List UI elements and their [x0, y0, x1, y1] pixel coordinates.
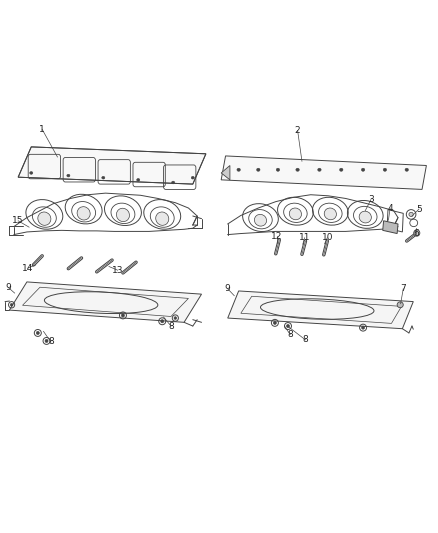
Ellipse shape: [36, 332, 39, 335]
Ellipse shape: [30, 172, 33, 174]
Ellipse shape: [67, 174, 70, 177]
Ellipse shape: [257, 168, 260, 171]
Ellipse shape: [359, 211, 371, 223]
Text: 6: 6: [413, 229, 419, 238]
Ellipse shape: [383, 168, 387, 171]
Ellipse shape: [38, 212, 51, 225]
Ellipse shape: [276, 168, 280, 171]
Ellipse shape: [324, 208, 336, 220]
Ellipse shape: [339, 168, 343, 171]
Text: 14: 14: [22, 264, 33, 272]
Ellipse shape: [174, 317, 177, 319]
Ellipse shape: [161, 320, 164, 323]
Ellipse shape: [117, 208, 130, 222]
Ellipse shape: [318, 168, 321, 171]
Polygon shape: [221, 156, 426, 189]
Polygon shape: [228, 291, 413, 329]
Ellipse shape: [414, 230, 420, 236]
Polygon shape: [383, 221, 398, 233]
Ellipse shape: [361, 326, 364, 329]
Ellipse shape: [286, 325, 290, 328]
Ellipse shape: [77, 207, 90, 220]
Text: 12: 12: [272, 232, 283, 241]
Text: 11: 11: [299, 233, 311, 243]
Ellipse shape: [102, 176, 105, 179]
Text: 2: 2: [295, 126, 300, 135]
Ellipse shape: [409, 212, 413, 216]
Ellipse shape: [397, 302, 403, 308]
Ellipse shape: [237, 168, 240, 171]
Text: 10: 10: [321, 233, 333, 243]
Ellipse shape: [11, 303, 13, 306]
Text: 15: 15: [12, 216, 24, 225]
Text: 8: 8: [287, 330, 293, 339]
Text: 9: 9: [225, 284, 231, 293]
Ellipse shape: [405, 168, 409, 171]
Text: 1: 1: [39, 125, 45, 134]
Ellipse shape: [273, 321, 276, 325]
Ellipse shape: [137, 179, 140, 181]
Ellipse shape: [172, 181, 175, 184]
Ellipse shape: [254, 214, 267, 226]
Ellipse shape: [45, 340, 48, 343]
Text: 3: 3: [368, 195, 374, 204]
Text: 9: 9: [6, 283, 11, 292]
Ellipse shape: [361, 168, 365, 171]
Text: 4: 4: [387, 204, 393, 213]
Text: 8: 8: [303, 335, 308, 344]
Ellipse shape: [290, 208, 301, 220]
Ellipse shape: [121, 314, 124, 317]
Text: 5: 5: [416, 205, 422, 214]
Text: 7: 7: [400, 284, 406, 293]
Polygon shape: [18, 147, 206, 184]
Polygon shape: [221, 165, 230, 180]
Ellipse shape: [156, 212, 169, 225]
Text: 8: 8: [168, 321, 174, 330]
Text: 13: 13: [112, 266, 124, 274]
Text: 8: 8: [48, 337, 54, 346]
Polygon shape: [10, 282, 201, 322]
Ellipse shape: [296, 168, 299, 171]
Ellipse shape: [191, 176, 194, 179]
